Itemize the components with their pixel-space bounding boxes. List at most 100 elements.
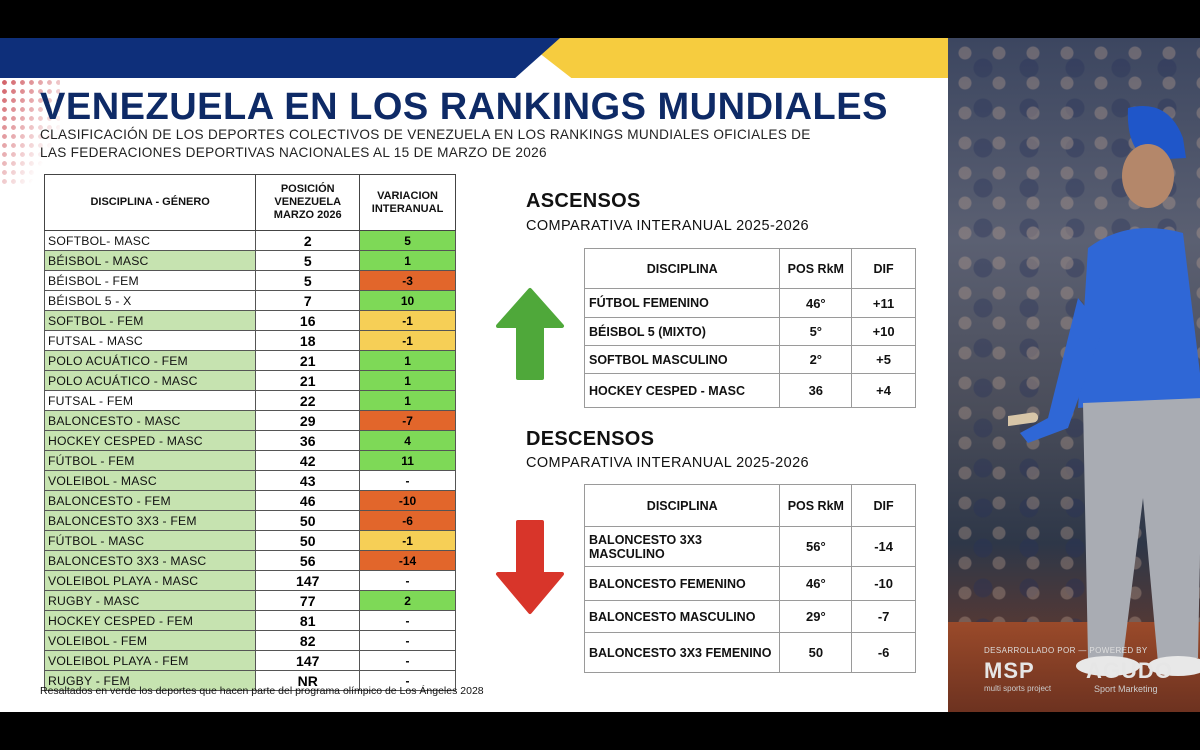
ranking-position: 50	[255, 530, 361, 551]
descensos-header-row: DISCIPLINA POS RkM DIF	[583, 484, 916, 527]
ranking-variation: 1	[359, 250, 456, 271]
ranking-position: 16	[255, 310, 361, 331]
ranking-discipline: BALONCESTO - FEM	[43, 490, 257, 511]
ascensos-row: FÚTBOL FEMENINO 46° +11	[583, 288, 916, 318]
ascensos-pos: 46°	[779, 288, 853, 318]
ranking-discipline: HOCKEY CESPED - MASC	[43, 430, 257, 451]
ranking-variation: -3	[359, 270, 456, 291]
ascensos-row: SOFTBOL MASCULINO 2° +5	[583, 345, 916, 374]
ranking-row: BALONCESTO - FEM 46 -10	[43, 490, 456, 511]
ranking-variation: 1	[359, 370, 456, 391]
ranking-row: POLO ACUÁTICO - FEM 21 1	[43, 350, 456, 371]
descensos-dif: -7	[851, 600, 916, 633]
descensos-row: BALONCESTO MASCULINO 29° -7	[583, 600, 916, 633]
ranking-row: BÉISBOL - MASC 5 1	[43, 250, 456, 271]
ranking-row: HOCKEY CESPED - FEM 81-	[43, 610, 456, 631]
ranking-discipline: HOCKEY CESPED - FEM	[43, 610, 257, 631]
ranking-position: 43	[255, 470, 361, 491]
header-discipline: DISCIPLINA - GÉNERO	[43, 174, 257, 231]
ranking-variation: -	[359, 650, 456, 671]
ranking-row: HOCKEY CESPED - MASC 36 4	[43, 430, 456, 451]
ranking-variation: 5	[359, 230, 456, 251]
descensos-header-pos: POS RkM	[779, 484, 853, 527]
descensos-row: BALONCESTO FEMENINO 46° -10	[583, 566, 916, 601]
ranking-discipline: VOLEIBOL - FEM	[43, 630, 257, 651]
ranking-row: SOFTBOL - FEM 16 -1	[43, 310, 456, 331]
ranking-position: 5	[255, 270, 361, 291]
ranking-position: 82	[255, 630, 361, 651]
arrow-up-icon	[496, 288, 564, 380]
ranking-variation: -	[359, 670, 456, 691]
ranking-discipline: SOFTBOL- MASC	[43, 230, 257, 251]
ranking-discipline: BALONCESTO - MASC	[43, 410, 257, 431]
ranking-discipline: BÉISBOL - MASC	[43, 250, 257, 271]
msp-logo: MSP	[984, 658, 1035, 683]
ranking-position: 50	[255, 510, 361, 531]
ranking-position: 46	[255, 490, 361, 511]
ranking-position: 56	[255, 550, 361, 571]
descensos-header-discipline: DISCIPLINA	[583, 484, 781, 527]
ranking-row: FÚTBOL - MASC 50 -1	[43, 530, 456, 551]
arrow-down-icon	[496, 520, 564, 614]
ascensos-header-row: DISCIPLINA POS RkM DIF	[583, 248, 916, 289]
ranking-discipline: FUTSAL - FEM	[43, 390, 257, 411]
ranking-position: 22	[255, 390, 361, 411]
ranking-variation: -	[359, 470, 456, 491]
ascensos-pos: 5°	[779, 317, 853, 346]
descensos-discipline: BALONCESTO FEMENINO	[583, 566, 781, 601]
header-blue-stripe	[0, 38, 560, 78]
ranking-variation: 1	[359, 350, 456, 371]
descensos-pos: 56°	[779, 526, 853, 567]
ranking-position: 81	[255, 610, 361, 631]
ranking-row: BALONCESTO - MASC 29 -7	[43, 410, 456, 431]
ranking-position: NR	[255, 670, 361, 691]
ascensos-row: HOCKEY CESPED - MASC 36 +4	[583, 373, 916, 408]
ranking-variation: -	[359, 610, 456, 631]
descensos-body: BALONCESTO 3X3 MASCULINO 56° -14 BALONCESTO…	[583, 526, 916, 673]
descensos-row: BALONCESTO 3X3 MASCULINO 56° -14	[583, 526, 916, 567]
ascensos-pos: 2°	[779, 345, 853, 374]
descensos-header-dif: DIF	[851, 484, 916, 527]
ascensos-discipline: SOFTBOL MASCULINO	[583, 345, 781, 374]
ranking-row: POLO ACUÁTICO - MASC 21 1	[43, 370, 456, 391]
ranking-row: BÉISBOL 5 - X 7 10	[43, 290, 456, 311]
descensos-title: DESCENSOS	[526, 428, 655, 450]
ranking-variation: -	[359, 630, 456, 651]
ranking-discipline: FUTSAL - MASC	[43, 330, 257, 351]
ranking-row: BALONCESTO 3X3 - MASC 56 -14	[43, 550, 456, 571]
ranking-position: 36	[255, 430, 361, 451]
ranking-variation: -1	[359, 530, 456, 551]
descensos-row: BALONCESTO 3X3 FEMENINO 50 -6	[583, 632, 916, 673]
ranking-row: BALONCESTO 3X3 - FEM 50 -6	[43, 510, 456, 531]
decorative-dots	[0, 78, 60, 188]
msp-logo-tagline: multi sports project	[984, 684, 1052, 693]
ranking-variation: 11	[359, 450, 456, 471]
agudo-logo: AGUDO	[1086, 658, 1173, 683]
ranking-position: 18	[255, 330, 361, 351]
ranking-discipline: VOLEIBOL - MASC	[43, 470, 257, 491]
descensos-discipline: BALONCESTO 3X3 FEMENINO	[583, 632, 781, 673]
ranking-variation: 4	[359, 430, 456, 451]
ranking-row: VOLEIBOL PLAYA - FEM 147-	[43, 650, 456, 671]
ranking-position: 147	[255, 570, 361, 591]
ranking-position: 147	[255, 650, 361, 671]
descensos-discipline: BALONCESTO 3X3 MASCULINO	[583, 526, 781, 567]
ranking-discipline: FÚTBOL - MASC	[43, 530, 257, 551]
ranking-position: 5	[255, 250, 361, 271]
ascensos-discipline: HOCKEY CESPED - MASC	[583, 373, 781, 408]
descensos-dif: -6	[851, 632, 916, 673]
ranking-variation: -7	[359, 410, 456, 431]
ranking-position: 21	[255, 350, 361, 371]
ascensos-header-discipline: DISCIPLINA	[583, 248, 781, 289]
ranking-position: 42	[255, 450, 361, 471]
ranking-position: 77	[255, 590, 361, 611]
descensos-pos: 50	[779, 632, 853, 673]
ranking-row: RUGBY - FEM NR -	[43, 670, 456, 691]
rankings-table: DISCIPLINA - GÉNERO POSICIÓN VENEZUELA M…	[43, 174, 456, 691]
header-variation: VARIACION INTERANUAL	[359, 174, 456, 231]
ranking-variation: -10	[359, 490, 456, 511]
ranking-row: VOLEIBOL - FEM 82-	[43, 630, 456, 651]
ranking-discipline: BALONCESTO 3X3 - MASC	[43, 550, 257, 571]
ranking-row: FUTSAL - MASC 18 -1	[43, 330, 456, 351]
ranking-variation: -14	[359, 550, 456, 571]
